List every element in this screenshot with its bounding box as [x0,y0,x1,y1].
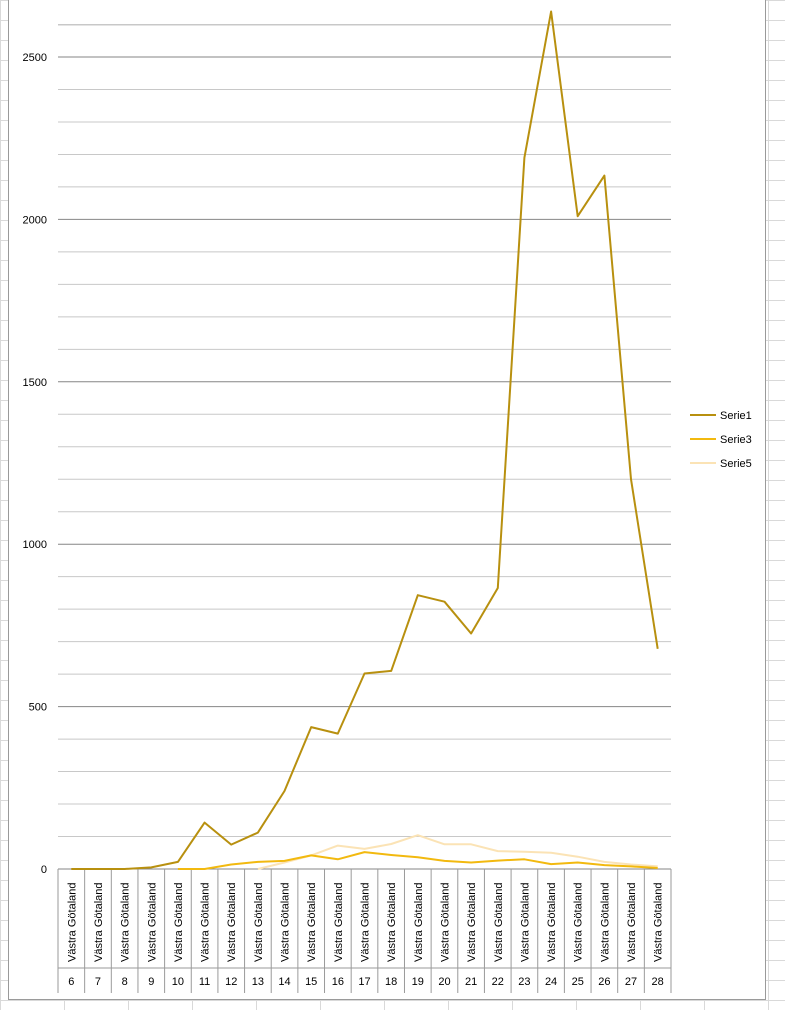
x-tick-label: 8 [122,976,128,988]
x-tick-group-label: Västra Götaland [146,883,158,963]
y-axis-tick-labels: 0 500 1000 1500 2000 2500 [23,52,47,876]
x-tick-group-label: Västra Götaland [573,883,585,963]
x-tick-label: 12 [225,976,237,988]
x-tick-group-label: Västra Götaland [120,883,132,963]
x-tick-label: 26 [598,976,610,988]
y-tick-label: 1500 [23,377,47,389]
series-line-serie1 [71,10,659,870]
legend-label: Serie5 [720,458,752,470]
x-tick-group-label: Västra Götaland [226,883,238,963]
x-tick-label: 15 [305,976,317,988]
y-tick-label: 0 [41,864,47,876]
x-tick-group-label: Västra Götaland [200,883,212,963]
series-layer [71,10,659,870]
x-tick-label: 10 [172,976,184,988]
series-line-serie5 [257,834,658,870]
x-tick-group-label: Västra Götaland [519,883,531,963]
x-tick-group-label: Västra Götaland [333,883,345,963]
legend-label: Serie1 [720,410,752,422]
minor-gridlines [58,24,671,838]
x-tick-group-label: Västra Götaland [413,883,425,963]
x-tick-group-label: Västra Götaland [280,883,292,963]
x-tick-group-label: Västra Götaland [253,883,265,963]
x-tick-label: 9 [148,976,154,988]
y-tick-label: 2500 [23,52,47,64]
x-tick-label: 20 [438,976,450,988]
x-tick-group-label: Västra Götaland [626,883,638,963]
x-tick-group-label: Västra Götaland [493,883,505,963]
x-tick-group-label: Västra Götaland [173,883,185,963]
x-tick-group-label: Västra Götaland [653,883,665,963]
x-tick-group-label: Västra Götaland [306,883,318,963]
x-tick-group-label: Västra Götaland [466,883,478,963]
x-tick-label: 18 [385,976,397,988]
x-tick-group-label: Västra Götaland [66,883,78,963]
x-tick-label: 11 [199,976,210,988]
x-tick-label: 16 [332,976,344,988]
legend-label: Serie3 [720,434,752,446]
x-tick-label: 22 [492,976,504,988]
x-tick-label: 21 [465,976,477,988]
y-tick-label: 1000 [23,539,47,551]
x-tick-label: 19 [412,976,424,988]
x-tick-group-label: Västra Götaland [93,883,105,963]
x-tick-group-label: Västra Götaland [360,883,372,963]
x-tick-label: 25 [572,976,584,988]
series-line-serie3 [177,851,658,870]
x-tick-label: 7 [95,976,101,988]
legend: Serie1 Serie3 Serie5 [690,410,752,470]
x-tick-group-label: Västra Götaland [386,883,398,963]
x-tick-label: 6 [68,976,74,988]
x-tick-label: 28 [652,976,664,988]
x-axis: Västra Götaland 6 Västra Götaland 7 Västra G… [57,868,672,993]
x-tick-label: 23 [518,976,530,988]
x-tick-label: 13 [252,976,264,988]
x-tick-label: 24 [545,976,557,988]
x-tick-group-label: Västra Götaland [439,883,451,963]
x-tick-group-label: Västra Götaland [599,883,611,963]
x-tick-label: 27 [625,976,637,988]
chart-area: 0 500 1000 1500 2000 2500 Västra Götaland 6 Väs… [8,0,766,1000]
y-tick-label: 500 [29,702,47,714]
major-gridlines [58,56,671,870]
x-tick-label: 17 [358,976,370,988]
x-tick-group-label: Västra Götaland [546,883,558,963]
y-tick-label: 2000 [23,214,47,226]
x-tick-label: 14 [278,976,290,988]
